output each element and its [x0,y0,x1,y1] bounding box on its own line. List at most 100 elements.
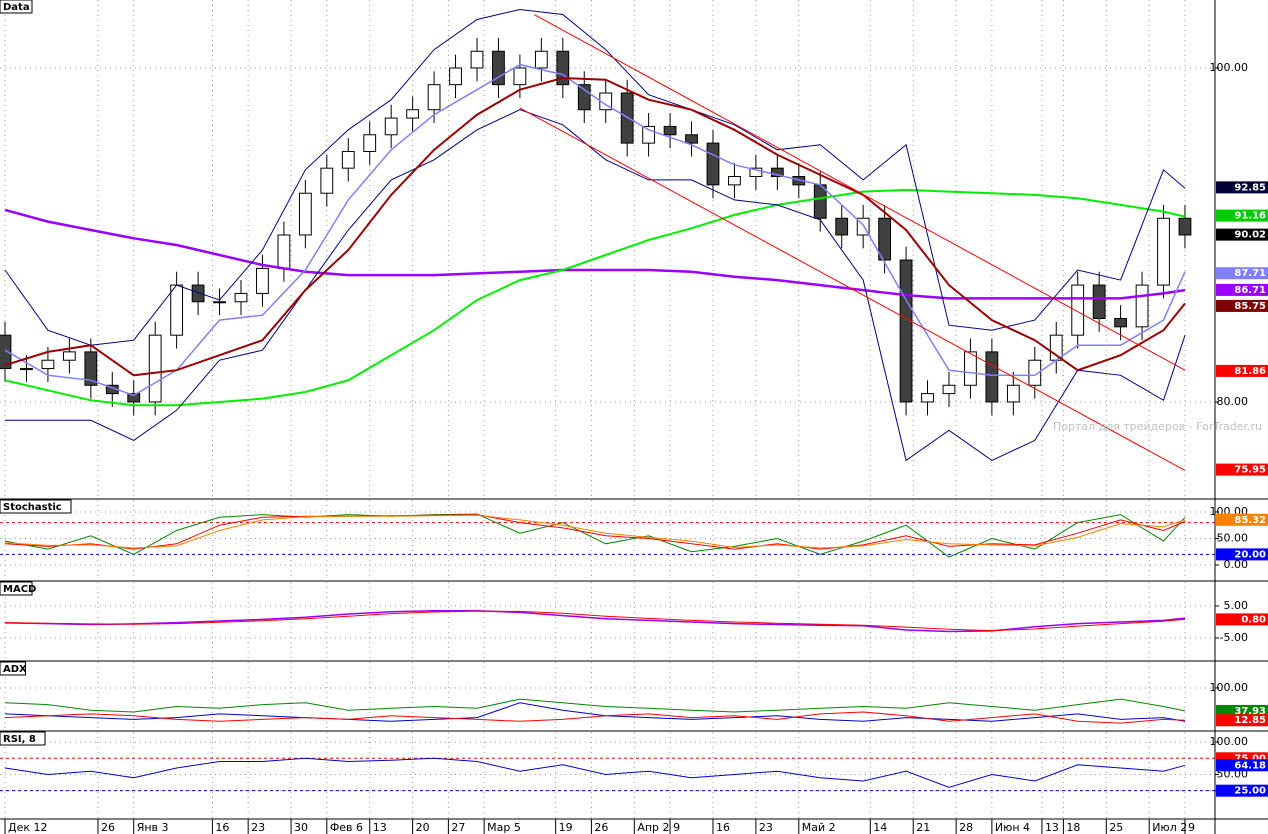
y-tick-label: 100.00 [1210,681,1249,694]
x-tick-label: 27 [451,821,465,834]
candle-body [813,184,827,219]
x-tick-label: 21 [916,821,930,834]
candle-body [62,351,76,361]
price-marker [1216,714,1268,727]
candle-body [1006,384,1020,403]
panel-title-box [0,581,33,596]
candle-body [470,50,484,69]
price-marker-label: 0.80 [1241,614,1266,625]
candle-body [277,234,291,269]
panel-title: Data [3,2,30,13]
indicator-line [4,610,1186,632]
candle-body [84,351,98,386]
candle-body [1157,217,1170,286]
candle-body [148,334,162,403]
panel: -5.00 5.00 0.80 MACD [0,581,1268,662]
x-tick-label: Дек 12 [8,821,48,834]
candle-body [384,117,398,136]
candle-body [0,334,12,370]
price-marker [1216,267,1268,280]
x-tick-label: Июн 4 [995,821,1030,834]
panel-title-box [0,661,26,676]
indicator-line [4,208,1186,300]
x-tick-label: 26 [594,821,608,834]
indicator-line [4,757,1186,788]
candle-body [728,176,741,186]
price-marker [1216,364,1268,377]
indicator-line [4,63,1186,397]
price-marker [1216,548,1268,561]
indicator-line [5,109,1186,462]
candle-body [921,393,934,403]
y-tick-label: 5.00 [1224,599,1249,612]
x-tick-label: 16 [215,821,229,834]
x-tick-label: 13 [1045,821,1059,834]
panel-title: MACD [3,584,36,595]
indicator-line [4,610,1186,633]
candle-body [363,134,377,152]
candle-body [406,109,420,119]
price-marker-label: 75.95 [1234,465,1266,476]
price-marker-label: 87.71 [1234,268,1266,279]
x-tick-label: 23 [251,821,265,834]
price-marker-label: 37.93 [1234,706,1266,717]
price-marker-label: 25.00 [1234,786,1266,797]
candle-body [899,259,913,403]
panel-title: RSI, 8 [3,734,36,745]
candle-body [1028,359,1042,386]
candle-body [341,150,355,169]
candle-body [534,50,548,69]
x-tick-label: 28 [959,821,973,834]
price-marker [1216,759,1268,772]
panel-title-box [0,731,46,746]
price-marker-label: 90.02 [1234,230,1266,241]
candle-body [427,84,441,111]
candle-body [20,368,33,371]
candle-body [985,351,999,403]
price-marker [1216,228,1268,241]
indicator-line [4,514,1186,549]
panel-title-box [0,499,72,514]
candle-body [492,50,505,86]
candle-body [749,167,763,178]
candle-body [577,84,591,111]
candle-body [706,142,720,186]
candle-body [320,167,334,194]
panel-title: Stochastic [3,502,62,513]
y-tick-label: -5.00 [1220,631,1248,644]
x-tick-label: 19 [559,821,573,834]
candle-body [1071,284,1085,336]
y-tick-label: 80.00 [1217,395,1249,408]
x-tick-label: Фев 6 [330,821,363,834]
candle-body [878,217,892,261]
indicator-line [4,711,1186,724]
panel-title: ADX [3,664,27,675]
price-marker [1216,513,1268,526]
candle-body [642,125,656,144]
indicator-line [4,513,1186,558]
watermark: Портал для трейдеров - ForTrader.ru [1053,420,1262,433]
x-tick-label: Июл 2 [1152,821,1187,834]
x-tick-label: Мар 5 [487,821,521,834]
price-marker [1216,299,1268,312]
candle-body [513,67,527,86]
candle-body [170,284,184,336]
price-marker-label: 86.71 [1234,285,1266,296]
candle-body [41,359,55,370]
candle-body [856,217,870,236]
price-marker-label: 91.16 [1234,211,1266,222]
y-tick-label: 100.00 [1210,61,1249,74]
candle-body [191,284,205,303]
candle-body [663,125,677,136]
indicator-line [4,514,1186,550]
price-marker [1216,209,1268,222]
candle-body [556,50,570,86]
price-marker [1216,283,1268,296]
price-marker-label: 20.00 [1234,549,1266,560]
candle-body [1114,317,1128,328]
price-marker [1216,613,1268,626]
